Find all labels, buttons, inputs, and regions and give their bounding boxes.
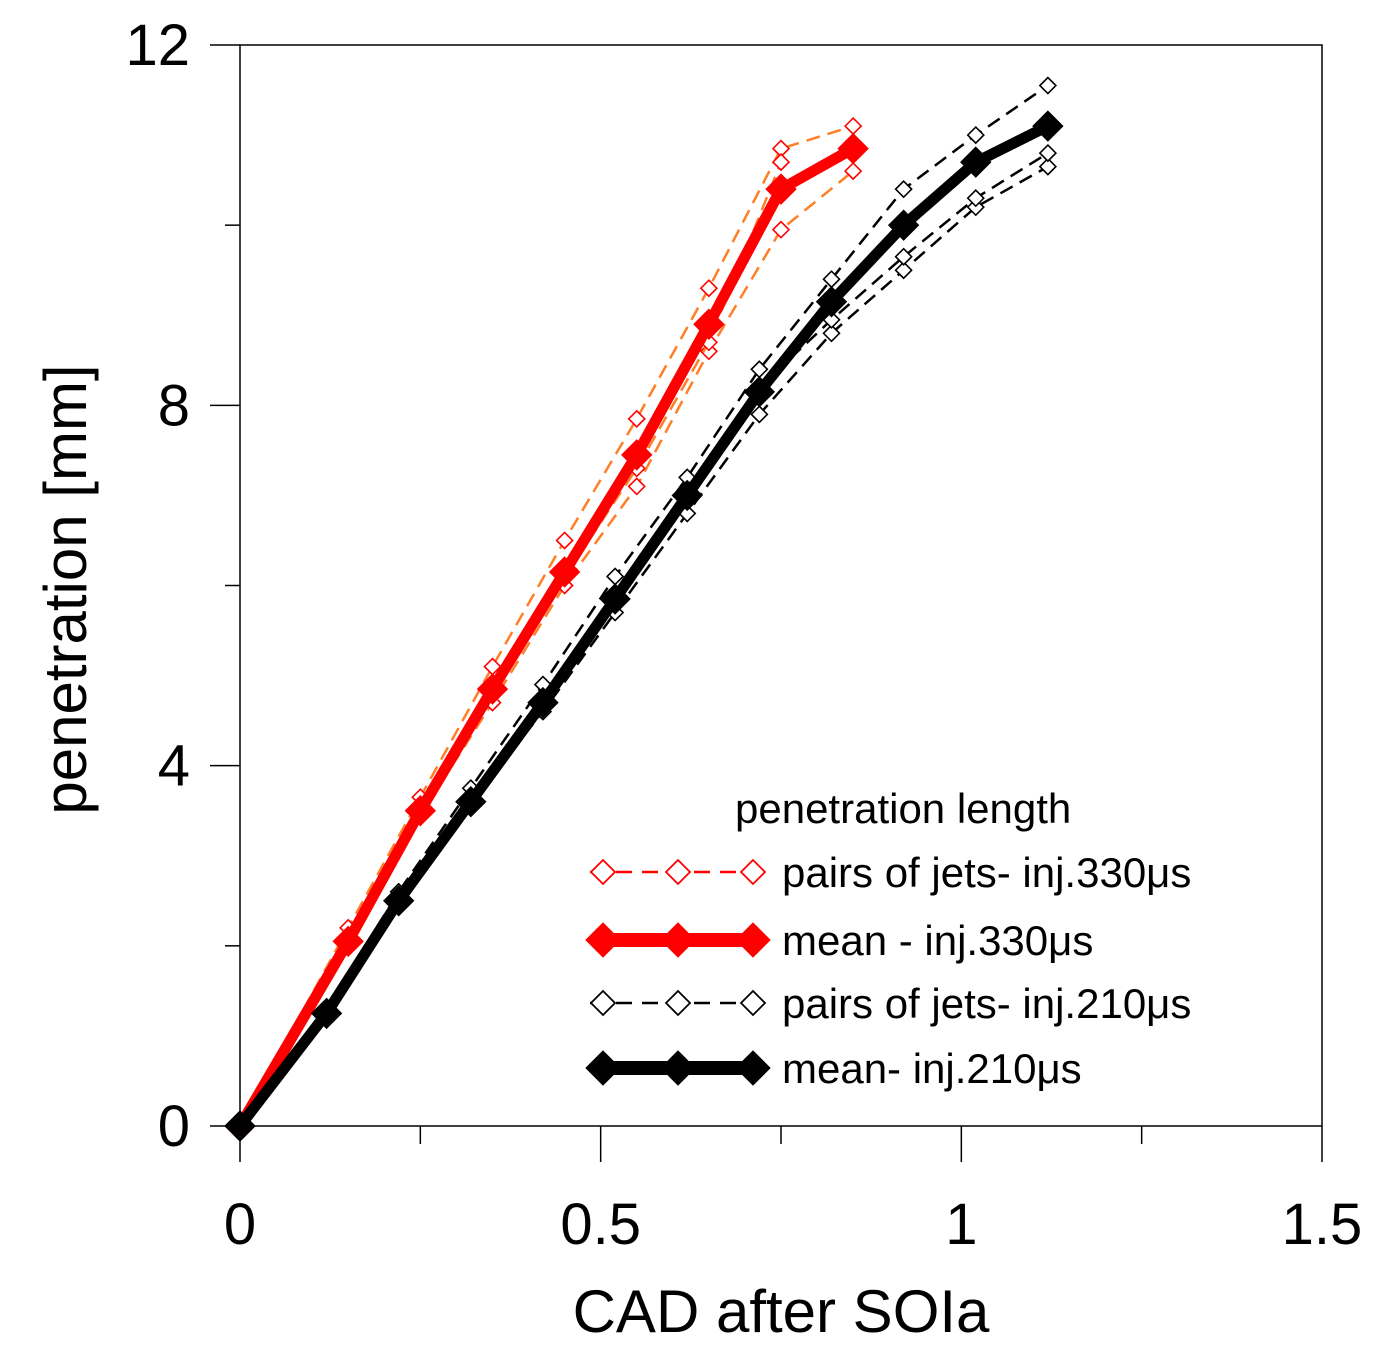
- legend-label-jets-330: pairs of jets- inj.330μs: [782, 849, 1191, 896]
- data-point-jets-210-b: [822, 324, 841, 343]
- data-point-mean-330: [548, 556, 581, 588]
- data-point-jets-330-b: [627, 477, 646, 496]
- series-line-jets-330-b: [238, 170, 854, 1127]
- legend-swatch-jets-330: [589, 858, 767, 886]
- legend-swatch-marker: [589, 858, 617, 886]
- data-point-mean-210: [382, 885, 415, 917]
- x-axis-title: CAD after SOIa: [573, 1278, 990, 1345]
- legend-swatch-marker: [585, 1050, 621, 1086]
- data-point-mean-330: [476, 673, 509, 705]
- series-mean-210: [224, 110, 1064, 1142]
- data-point-jets-330-a: [699, 279, 718, 298]
- data-point-jets-330-b: [844, 161, 863, 181]
- data-point-mean-330: [693, 308, 725, 340]
- data-point-jets-210-c: [966, 189, 985, 208]
- data-point-jets-210-a: [1038, 76, 1058, 95]
- data-point-mean-330: [404, 795, 437, 827]
- y-axis-title: penetration [mm]: [32, 364, 99, 814]
- data-point-mean-330: [621, 439, 653, 471]
- y-tick-label: 8: [158, 373, 190, 438]
- legend-label-mean-210: mean- inj.210μs: [782, 1045, 1082, 1092]
- legend: penetration length pairs of jets- inj.33…: [585, 785, 1191, 1092]
- legend-swatch-marker: [664, 858, 692, 886]
- data-point-mean-210: [743, 376, 776, 408]
- legend-swatch-mean-330: [585, 922, 771, 958]
- data-point-jets-210-a: [966, 125, 985, 145]
- legend-label-mean-330: mean - inj.330μs: [782, 917, 1093, 964]
- x-tick-label: 1: [945, 1192, 977, 1257]
- data-point-jets-210-b: [894, 261, 913, 280]
- data-point-mean-210: [310, 997, 343, 1030]
- x-tick-label: 0.5: [560, 1192, 641, 1257]
- data-point-jets-210-a: [894, 180, 913, 199]
- data-point-jets-330-a: [555, 531, 574, 550]
- legend-swatch-marker: [589, 989, 617, 1017]
- legend-swatch-marker: [739, 989, 767, 1017]
- data-point-mean-330: [332, 925, 364, 958]
- legend-swatch-marker: [660, 922, 696, 958]
- legend-swatch-jets-210: [589, 989, 767, 1017]
- legend-swatch-mean-210: [585, 1050, 771, 1086]
- data-point-jets-330-c: [771, 152, 791, 172]
- data-point-jets-210-b: [750, 405, 769, 424]
- legend-entry-mean-330: mean - inj.330μs: [585, 917, 1093, 964]
- data-point-mean-210: [887, 209, 920, 241]
- data-point-jets-210-c: [1038, 143, 1058, 163]
- y-tick-label: 4: [158, 734, 190, 799]
- data-point-mean-210: [815, 286, 848, 318]
- data-point-mean-210: [960, 146, 992, 178]
- y-tick-label: 12: [125, 13, 190, 78]
- legend-swatch-marker: [739, 858, 767, 886]
- data-point-jets-330-b: [771, 220, 791, 239]
- legend-swatch-marker: [664, 989, 692, 1017]
- x-tick-label: 0: [224, 1192, 256, 1257]
- legend-swatch-marker: [585, 922, 621, 958]
- legend-swatch-marker: [660, 1050, 696, 1086]
- legend-title: penetration length: [735, 785, 1071, 832]
- data-point-mean-210: [527, 686, 559, 719]
- plot-marks: [224, 76, 1064, 1142]
- series-line-mean-210: [235, 121, 1051, 1130]
- legend-entry-mean-210: mean- inj.210μs: [585, 1045, 1082, 1092]
- data-point-mean-330: [837, 132, 869, 165]
- series-line-jets-210-a: [238, 84, 1049, 1127]
- legend-entry-jets-210: pairs of jets- inj.210μs: [589, 980, 1191, 1027]
- legend-swatch-marker: [735, 1050, 771, 1086]
- data-point-mean-210: [455, 785, 487, 818]
- data-point-mean-210: [671, 479, 703, 512]
- y-tick-label: 0: [158, 1094, 190, 1159]
- legend-label-jets-210: pairs of jets- inj.210μs: [782, 980, 1191, 1027]
- data-point-mean-210: [1032, 110, 1064, 142]
- data-point-mean-210: [599, 583, 631, 615]
- axis-ticks: 0 4 8 12 0 0.5 1 1.5: [125, 13, 1362, 1257]
- legend-swatch-marker: [735, 922, 771, 958]
- data-point-jets-210-b: [1038, 157, 1058, 176]
- data-point-jets-330-a: [627, 409, 646, 428]
- data-point-mean-330: [765, 173, 797, 205]
- data-point-jets-210-c: [894, 247, 913, 266]
- legend-entry-jets-330: pairs of jets- inj.330μs: [589, 849, 1191, 896]
- x-tick-label: 1.5: [1282, 1192, 1363, 1257]
